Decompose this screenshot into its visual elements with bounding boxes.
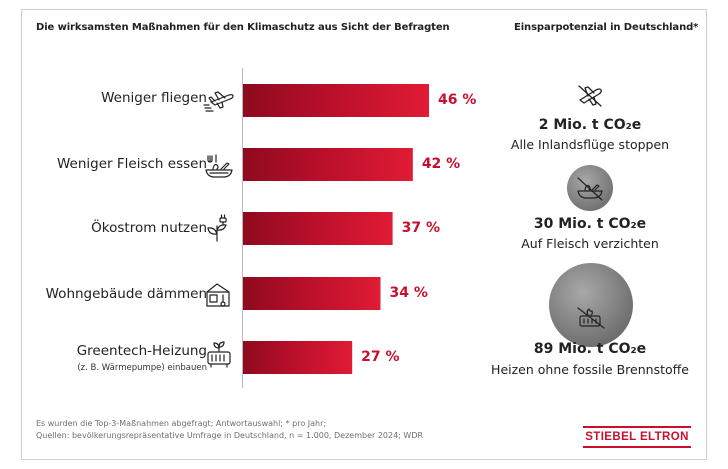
value-label-green-power: 37 % (401, 220, 440, 236)
plant-plug-icon (203, 214, 235, 242)
category-sublabel-heating: (z. B. Wärmepumpe) einbauen (77, 363, 207, 373)
no-flight-icon (574, 80, 606, 110)
axis-line (242, 68, 243, 388)
no-fossil-heating-icon (576, 306, 606, 330)
value-label-heating: 27 % (361, 349, 400, 365)
value-label-insulation: 34 % (389, 285, 428, 301)
savings-label-meat: Auf Fleisch verzichten (521, 236, 659, 251)
value-label-flying: 46 % (438, 92, 477, 108)
heat-pump-icon (203, 340, 235, 368)
category-label-insulation: Wohngebäude dämmen (45, 286, 207, 302)
category-label-flying: Weniger fliegen (101, 90, 207, 106)
no-meat-icon (574, 174, 606, 202)
category-label-heating: Greentech-Heizung (76, 343, 207, 359)
house-thermometer-icon (203, 280, 235, 308)
category-label-green-power: Ökostrom nutzen (91, 220, 207, 236)
category-label-meat: Weniger Fleisch essen (57, 156, 207, 172)
left-title: Die wirksamsten Maßnahmen für den Klimas… (36, 22, 450, 33)
savings-label-heating: Heizen ohne fossile Brennstoffe (491, 362, 689, 377)
savings-label-flights: Alle Inlandsflüge stoppen (510, 137, 670, 152)
savings-circle-heating (548, 262, 634, 348)
brand-logo: STIEBEL ELTRON (583, 426, 691, 448)
footnote-line-2: Quellen: bevölkerungsrepräsentative Umfr… (36, 431, 424, 440)
savings-value-meat: 30 Mio. t CO₂e (533, 216, 647, 232)
food-bowl-icon (203, 152, 235, 180)
right-title: Einsparpotenzial in Deutschland* (514, 22, 699, 33)
airplane-icon (203, 86, 235, 114)
value-label-meat: 42 % (421, 156, 461, 172)
footnote-line-1: Es wurden die Top-3-Maßnahmen abgefragt;… (36, 419, 327, 428)
savings-value-heating: 89 Mio. t CO₂e (533, 341, 647, 357)
savings-value-flights: 2 Mio. t CO₂e (538, 117, 642, 133)
